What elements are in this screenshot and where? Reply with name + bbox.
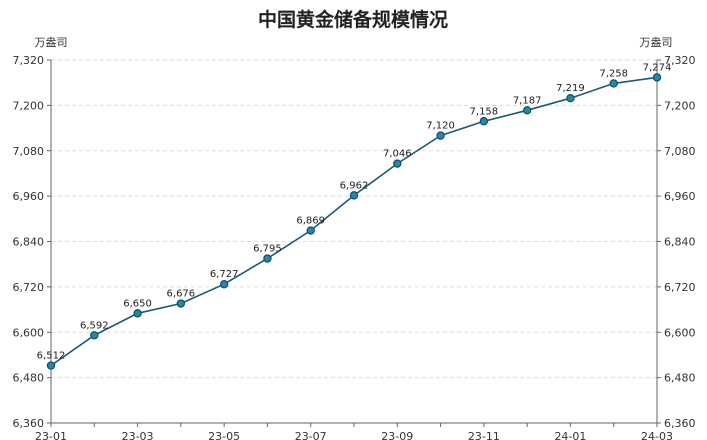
y-tick-label-right: 6,600 xyxy=(664,326,696,339)
x-tick-label: 24-01 xyxy=(554,430,586,440)
data-point xyxy=(306,226,315,235)
y-tick-label-right: 7,320 xyxy=(664,54,696,67)
y-tick-label-right: 6,720 xyxy=(664,281,696,294)
data-point xyxy=(479,117,489,126)
data-label: 6,795 xyxy=(253,244,282,255)
y-tick-label-right: 7,080 xyxy=(664,145,696,158)
chart-title: 中国黄金储备规模情况 xyxy=(258,8,448,31)
x-tick-label: 24-03 xyxy=(641,430,673,440)
data-point xyxy=(393,159,402,168)
y-unit-right: 万盎司 xyxy=(640,35,673,49)
data-label: 7,158 xyxy=(470,106,499,117)
data-point xyxy=(566,93,575,103)
data-point xyxy=(652,73,662,82)
x-tick-label: 23-07 xyxy=(295,430,327,440)
y-tick-label-left: 6,960 xyxy=(13,190,45,203)
x-tick-label: 23-11 xyxy=(468,430,500,440)
data-point xyxy=(46,361,56,370)
axis-layer: 6,360 6,360 6,480 6,480 6,600 6,600 6,720 6,720… xyxy=(13,54,696,440)
y-tick-label-left: 6,720 xyxy=(13,281,45,294)
data-label: 6,962 xyxy=(340,180,369,191)
series-layer xyxy=(46,73,662,370)
data-point xyxy=(90,331,99,340)
data-label: 7,258 xyxy=(599,68,628,79)
data-label-layer: 6,512 6,592 6,650 6,676 6,727 6,795 6,869 6,962… xyxy=(37,62,672,361)
y-tick-label-right: 6,960 xyxy=(664,190,696,203)
data-label: 6,592 xyxy=(80,320,109,331)
data-point xyxy=(609,79,618,88)
y-tick-label-left: 6,480 xyxy=(13,372,45,385)
data-label: 7,187 xyxy=(513,95,542,106)
y-tick-label-left: 6,600 xyxy=(13,326,45,339)
data-label: 7,274 xyxy=(643,62,672,73)
series-line xyxy=(50,76,658,367)
y-tick-label-right: 7,200 xyxy=(664,99,696,112)
data-label: 6,727 xyxy=(210,269,239,280)
data-point xyxy=(349,191,359,200)
y-tick-label-left: 7,320 xyxy=(13,54,45,67)
y-tick-label-right: 6,840 xyxy=(664,236,696,249)
data-point xyxy=(176,299,186,308)
data-label: 7,046 xyxy=(383,149,412,160)
data-label: 6,650 xyxy=(123,298,152,309)
x-tick-label: 23-03 xyxy=(122,430,154,440)
data-point xyxy=(263,254,272,263)
data-label: 7,219 xyxy=(556,83,585,94)
y-tick-label-left: 6,840 xyxy=(13,236,45,249)
data-point xyxy=(436,131,445,140)
y-tick-label-left: 7,200 xyxy=(13,99,45,112)
data-point xyxy=(133,309,142,318)
y-tick-label-right: 6,360 xyxy=(664,417,696,430)
data-point xyxy=(522,106,532,115)
data-label: 7,120 xyxy=(426,121,455,132)
data-label: 6,676 xyxy=(167,289,196,300)
data-label: 6,869 xyxy=(296,216,325,227)
y-tick-label-left: 7,080 xyxy=(13,145,45,158)
y-tick-label-right: 6,480 xyxy=(664,372,696,385)
data-label: 6,512 xyxy=(37,351,66,362)
y-tick-label-left: 6,360 xyxy=(13,417,45,430)
y-unit-left: 万盎司 xyxy=(35,35,68,49)
x-tick-label: 23-05 xyxy=(208,430,240,440)
grid-layer xyxy=(51,59,657,379)
data-point xyxy=(219,280,229,289)
x-tick-label: 23-09 xyxy=(381,430,413,440)
x-tick-label: 23-01 xyxy=(35,430,67,440)
